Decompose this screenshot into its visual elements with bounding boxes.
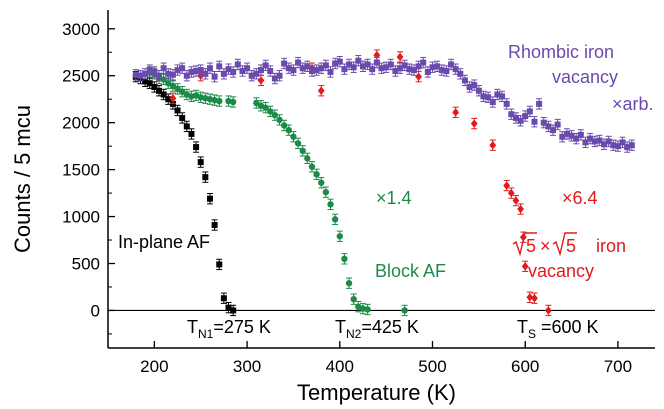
data-point (508, 189, 515, 197)
data-point (277, 73, 283, 79)
transition-sub: S (528, 327, 536, 341)
data-point (462, 77, 468, 83)
data-point (351, 64, 357, 70)
x-tick-label: 200 (140, 357, 168, 376)
data-point (452, 108, 459, 116)
y-tick-label: 3000 (62, 20, 100, 39)
data-point (318, 87, 325, 95)
annotation-x64: ×6.4 (562, 188, 598, 208)
y-tick-label: 500 (72, 255, 100, 274)
x-tick-label: 700 (604, 357, 632, 376)
data-point (328, 69, 334, 75)
data-point (212, 74, 218, 80)
annotation-block: Block AF (375, 261, 446, 281)
transition-sub: N1 (198, 327, 214, 341)
data-point (318, 180, 324, 186)
data-point (536, 101, 542, 107)
y-tick-label: 1500 (62, 161, 100, 180)
data-point (341, 256, 347, 262)
x-tick-label: 500 (418, 357, 446, 376)
y-tick-label: 2500 (62, 67, 100, 86)
data-point (235, 61, 241, 67)
transition-value: =600 K (536, 317, 599, 337)
data-point (230, 99, 236, 105)
data-point (216, 98, 222, 104)
annotation-rhombic2: vacancy (552, 67, 618, 87)
data-point (286, 127, 292, 133)
x-tick-label: 300 (233, 357, 261, 376)
y-tick-label: 2000 (62, 114, 100, 133)
x-tick-label: 400 (326, 357, 354, 376)
data-point (388, 61, 394, 67)
sqrt-times: × (540, 236, 551, 256)
transition-label: TN2=425 K (335, 317, 419, 341)
data-point (212, 222, 218, 228)
transition-label: TS =600 K (517, 317, 599, 341)
data-point (179, 115, 185, 121)
data-point (401, 307, 407, 313)
data-point (258, 76, 265, 84)
data-point (188, 131, 194, 137)
transition-sub: N2 (346, 327, 362, 341)
data-point (369, 66, 375, 72)
data-point (337, 233, 343, 239)
transition-T: T (517, 317, 528, 337)
y-tick-label: 1000 (62, 208, 100, 227)
annotation-arb: ×arb. (612, 94, 654, 114)
data-point (230, 307, 236, 313)
data-point (216, 261, 222, 267)
data-point (527, 108, 533, 114)
data-point (198, 159, 204, 165)
data-point (420, 60, 426, 66)
transition-value: =425 K (361, 317, 419, 337)
transition-label: TN1=275 K (187, 317, 271, 341)
annotation-inplane: In-plane AF (118, 232, 210, 252)
data-point (629, 142, 635, 148)
data-point (304, 155, 310, 161)
sqrt5-left-digit: 5 (526, 236, 536, 256)
data-point (504, 101, 510, 107)
annotation-x14: ×1.4 (376, 188, 412, 208)
data-point (415, 72, 422, 80)
data-point (202, 174, 208, 180)
data-point (290, 134, 296, 140)
data-point (193, 144, 199, 150)
data-point (555, 122, 561, 128)
data-point (323, 189, 329, 195)
data-point (503, 181, 510, 189)
annotation-vacancy: vacancy (528, 261, 594, 281)
data-point (443, 68, 449, 74)
data-point (489, 141, 496, 149)
data-point (327, 201, 333, 207)
y-axis-title: Counts / 5 mcu (10, 105, 35, 253)
data-point (364, 306, 370, 312)
data-point (207, 65, 213, 71)
annotation-iron: iron (596, 236, 626, 256)
transition-T: T (187, 317, 198, 337)
data-point (332, 216, 338, 222)
data-point (531, 119, 537, 125)
data-point (346, 280, 352, 286)
data-point (207, 196, 213, 202)
annotations: Temperature (K) Counts / 5 mcu Rhombic iro… (10, 42, 654, 405)
transition-value: =275 K (213, 317, 271, 337)
data-point (221, 295, 227, 301)
annotation-rhombic1: Rhombic iron (508, 42, 614, 62)
x-tick-label: 600 (511, 357, 539, 376)
sqrt5-right-digit: 5 (566, 236, 576, 256)
y-tick-label: 0 (91, 301, 100, 320)
data-point (457, 71, 463, 77)
data-point (471, 119, 478, 127)
transition-T: T (335, 317, 346, 337)
data-point (545, 306, 552, 314)
data-point (313, 171, 319, 177)
x-axis-title: Temperature (K) (297, 380, 456, 405)
data-point (531, 294, 538, 302)
data-point (323, 62, 329, 68)
